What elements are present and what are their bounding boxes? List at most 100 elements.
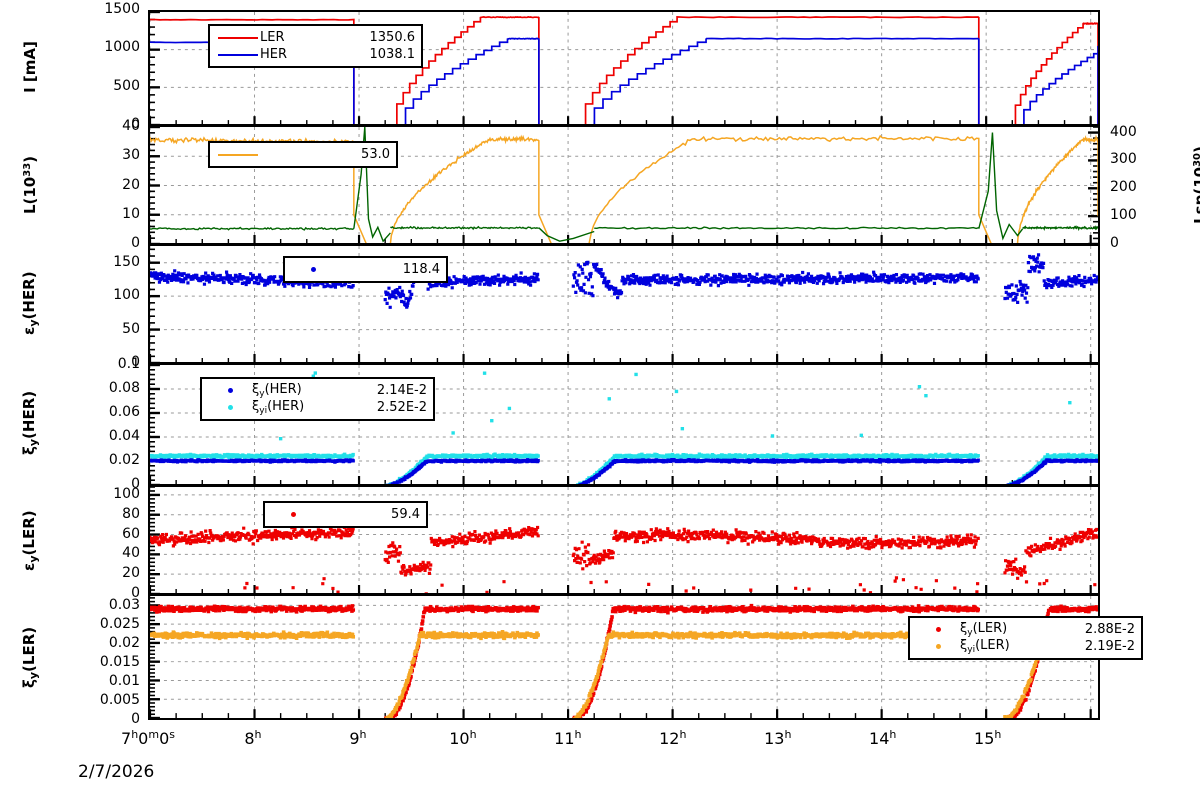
ytick-label-beambeam-ler-1: 0.005 [99,691,140,708]
ytick-label-luminosity-2: 20 [122,176,140,193]
legend-entry-value: 2.52E-2 [376,400,427,415]
series-line [1022,225,1098,232]
legend-entry-name: HER [260,47,288,62]
legend-beambeam-her[interactable]: ξy(HER) 2.14E-2 ξyi(HER) 2.52E-2 [200,377,435,421]
ytick-label-beambeam-her-5: 0.1 [117,356,140,372]
plot-area-emittance-her [150,246,1098,363]
ylabel-emittance-ler: εy(LER) [20,509,40,571]
xtick-label-3: 10h [449,728,477,748]
xtick-label-8: 15h [974,728,1002,748]
ylabel-right-lsp: Lsp(1030) [1191,146,1200,224]
legend-entry-value: 59.4 [391,507,420,522]
legend-dot-swatch-icon [208,405,252,410]
xtick-label-6: 13h [764,728,792,748]
legend-emittance-her[interactable]: 118.4 [283,256,448,283]
series-line [150,226,355,231]
series-line [585,37,980,125]
ytick-label-current-0: 0 [131,116,140,132]
plot-area-beambeam-her [150,365,1098,485]
series-points [150,458,1098,485]
xtick-label-0: 7h0m0s [121,728,175,748]
ytick-label-current-2: 1000 [104,39,140,56]
ytick-label-beambeam-her-4: 0.08 [108,380,140,396]
ytick-right-label-luminosity-0: 0 [1110,235,1119,251]
series-points [150,525,1098,594]
legend-emittance-ler[interactable]: 59.4 [263,501,428,528]
plot-area-current [150,12,1098,125]
legend-dot-swatch-icon [291,267,335,272]
legend-entry-value: 1350.6 [369,30,416,45]
ylabel-beambeam-ler: ξy(LER) [20,626,40,688]
panel-separator-0 [148,125,1100,127]
series-line [390,225,539,231]
ytick-label-emittance-her-2: 100 [113,287,140,304]
series-line [1017,45,1098,125]
legend-row: 118.4 [291,261,440,278]
ylabel-current: I [mA] [21,40,39,93]
legend-entry-name: ξyi(LER) [960,638,1010,655]
ytick-label-beambeam-her-3: 0.06 [108,404,140,420]
ytick-label-emittance-her-0: 0 [131,354,140,370]
legend-row: 53.0 [216,146,390,163]
ytick-label-emittance-her-1: 50 [122,320,140,337]
xtick-label-5: 12h [659,728,687,748]
ytick-label-emittance-ler-3: 60 [122,525,140,542]
legend-entry-value: 2.19E-2 [1084,639,1135,654]
ytick-label-beambeam-her-1: 0.02 [108,452,140,468]
legend-row: ξy(LER) 2.88E-2 [916,621,1135,638]
series-line [978,132,1024,241]
series-line [150,18,355,125]
ylabel-emittance-her: εy(HER) [20,270,40,335]
series-points [150,371,1098,485]
plot-area-emittance-ler [150,487,1098,594]
legend-entry-value: 1038.1 [369,47,416,62]
legend-row: LER 1350.6 [216,29,415,46]
series-line [1016,134,1098,244]
legend-luminosity[interactable]: 53.0 [208,141,398,168]
series-line [538,227,595,242]
legend-row: ξy(HER) 2.14E-2 [208,382,427,399]
legend-line-swatch-icon [216,36,260,39]
ytick-label-luminosity-1: 10 [122,205,140,222]
series-line [397,37,540,125]
ytick-label-beambeam-ler-2: 0.01 [108,672,140,689]
legend-dot-swatch-icon [208,388,252,393]
legend-entry-name: ξy(HER) [252,382,302,399]
ytick-right-label-luminosity-2: 200 [1110,179,1137,196]
ytick-label-luminosity-0: 0 [131,235,140,251]
plot-area-luminosity [150,127,1098,244]
legend-entry-value: 2.88E-2 [1084,622,1135,637]
legend-current[interactable]: LER 1350.6 HER 1038.1 [208,24,423,68]
legend-entry-name: ξy(LER) [960,621,1008,638]
date-stamp: 2/7/2026 [78,762,155,782]
ytick-label-emittance-her-3: 150 [113,253,140,270]
series-line [578,16,980,125]
ytick-label-luminosity-4: 40 [122,118,140,134]
ytick-label-current-3: 1500 [104,1,140,17]
legend-dot-swatch-icon [916,627,960,632]
legend-beambeam-ler[interactable]: ξy(LER) 2.88E-2 ξyi(LER) 2.19E-2 [908,616,1143,660]
ytick-right-label-luminosity-1: 100 [1110,207,1137,224]
legend-row: HER 1038.1 [216,46,415,63]
series-line [390,16,540,125]
series-line [389,134,553,244]
legend-row: ξyi(LER) 2.19E-2 [916,638,1135,655]
ytick-label-beambeam-ler-0: 0 [131,711,140,727]
ytick-label-beambeam-ler-6: 0.03 [108,596,140,613]
legend-entry-name: LER [260,30,285,45]
legend-entry-value: 53.0 [361,147,390,162]
legend-dot-swatch-icon [271,512,315,517]
panel-separator-2 [148,363,1100,365]
legend-entry-value: 118.4 [402,262,440,277]
legend-row: ξyi(HER) 2.52E-2 [208,399,427,416]
series-points [150,253,1098,309]
ytick-label-luminosity-3: 30 [122,147,140,164]
panel-separator-4 [148,594,1100,596]
xtick-label-2: 9h [349,728,367,748]
legend-entry-value: 2.14E-2 [376,383,427,398]
series-line [1010,22,1098,125]
ytick-label-beambeam-ler-4: 0.02 [108,634,140,651]
ytick-label-beambeam-ler-5: 0.025 [99,615,140,632]
xtick-label-1: 8h [244,728,262,748]
